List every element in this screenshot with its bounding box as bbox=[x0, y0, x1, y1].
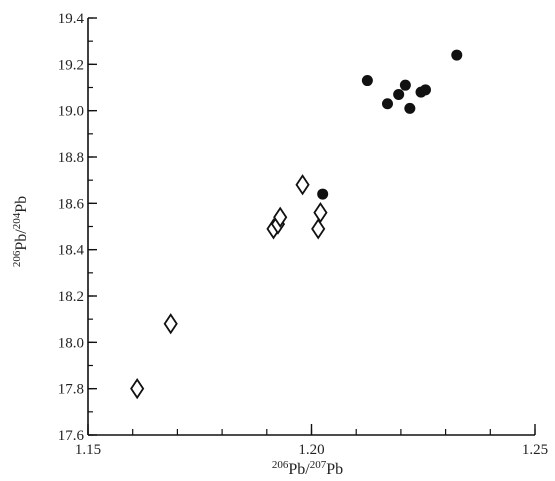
y-tick-label: 17.6 bbox=[58, 428, 85, 444]
filled-circle-point bbox=[393, 88, 405, 100]
open-diamond-point bbox=[313, 201, 328, 224]
y-tick-label: 18.8 bbox=[58, 150, 84, 166]
axes bbox=[87, 18, 535, 436]
filled-circle-point bbox=[361, 75, 373, 87]
y-axis-title: 206Pb/204Pb bbox=[11, 196, 30, 267]
x-axis-title: 206Pb/207Pb bbox=[272, 459, 343, 478]
x-axis-ticks: 1.15 1.20 1.25 bbox=[75, 424, 548, 458]
y-tick-label: 18.4 bbox=[58, 243, 85, 259]
filled-circle-point bbox=[404, 102, 416, 114]
y-tick-label: 18.6 bbox=[58, 196, 85, 212]
y-tick-label: 19.4 bbox=[58, 11, 85, 27]
open-diamond-point bbox=[163, 313, 178, 335]
y-axis-ticks: 17.6 17.8 18.0 18.2 18.4 18.6 18.8 19.0 19.2 19.4 bbox=[58, 11, 97, 444]
y-tick-label: 19.0 bbox=[58, 104, 84, 120]
y-tick-label: 18.0 bbox=[58, 335, 84, 351]
data-points bbox=[130, 49, 463, 400]
y-tick-label: 17.8 bbox=[58, 382, 84, 398]
y-tick-label: 18.2 bbox=[58, 289, 84, 305]
open-diamond-point bbox=[273, 206, 288, 228]
open-diamond-point bbox=[130, 378, 145, 400]
x-tick-label: 1.20 bbox=[298, 442, 324, 458]
filled-circle-point bbox=[399, 79, 411, 91]
x-tick-label: 1.15 bbox=[75, 442, 101, 458]
x-tick-label: 1.25 bbox=[522, 442, 548, 458]
filled-circle-point bbox=[451, 49, 463, 61]
open-diamond-point bbox=[295, 174, 310, 196]
y-tick-label: 19.2 bbox=[58, 57, 84, 73]
filled-circle-point bbox=[317, 188, 329, 200]
filled-circle-point bbox=[419, 84, 431, 96]
filled-circle-point bbox=[381, 98, 393, 110]
open-diamond-point bbox=[311, 218, 326, 240]
minor-ticks bbox=[87, 17, 536, 436]
